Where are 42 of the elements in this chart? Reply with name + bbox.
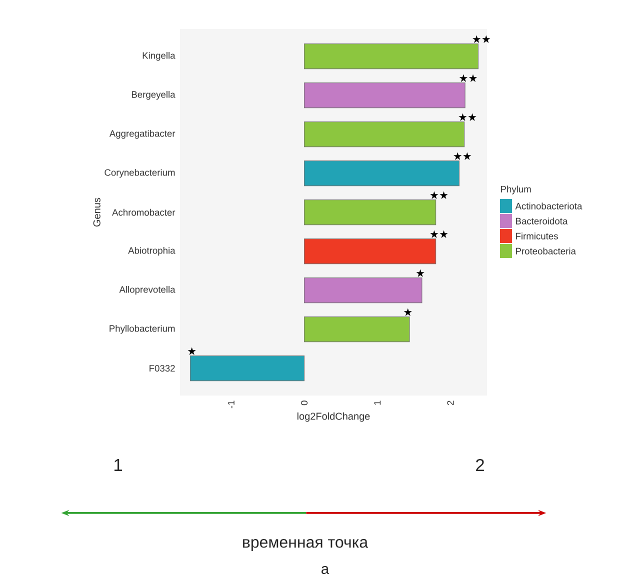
legend-label: Bacteroidota <box>516 218 568 224</box>
annotation: ★ <box>416 269 424 277</box>
bar <box>304 278 422 304</box>
annotation: ★★ <box>459 74 478 82</box>
legend-label: Proteobacteria <box>516 248 576 254</box>
annotation: ★★ <box>472 35 490 43</box>
bar <box>304 44 478 70</box>
y-tick-label: Abiotrophia <box>128 246 176 256</box>
y-tick-label: Alloprevotella <box>119 286 176 295</box>
bar <box>304 160 460 186</box>
legend-label: Firmicutes <box>516 232 558 240</box>
y-tick-label: Phyllobacterium <box>110 324 175 334</box>
text: 2 <box>476 458 484 472</box>
y-axis-title: Genus <box>93 198 100 227</box>
legend-title: Phylum <box>501 186 531 194</box>
y-tick-label: Kingella <box>142 52 176 61</box>
x-tick-label: 1 <box>374 400 381 405</box>
text: а <box>322 566 330 574</box>
bar <box>304 316 410 342</box>
bar <box>304 82 466 108</box>
x-tick-label: 2 <box>447 400 454 406</box>
y-tick-label: F0332 <box>150 365 175 372</box>
text: временная точка <box>243 539 368 551</box>
annotation: ★ <box>188 347 196 355</box>
annotation: ★★ <box>454 152 472 160</box>
text: 1 <box>114 459 122 471</box>
y-tick-label: Bergeyella <box>132 90 176 100</box>
annotation: ★★ <box>430 230 448 238</box>
bar <box>190 356 305 382</box>
legend-label: Actinobacteriota <box>515 202 582 210</box>
annotation: ★ <box>404 308 412 316</box>
x-axis-title: log2FoldChange <box>297 412 370 422</box>
annotation: ★★ <box>458 113 476 121</box>
y-tick-label: Aggregatibacter <box>109 130 176 139</box>
bar <box>304 200 436 226</box>
bar <box>304 122 465 148</box>
x-tick-label: 0 <box>300 400 308 406</box>
annotation: ★★ <box>430 191 448 199</box>
y-tick-label: Corynebacterium <box>104 168 175 178</box>
bar <box>304 238 436 264</box>
y-tick-label: Achromobacter <box>112 208 176 216</box>
x-tick-label: -1 <box>228 400 234 408</box>
